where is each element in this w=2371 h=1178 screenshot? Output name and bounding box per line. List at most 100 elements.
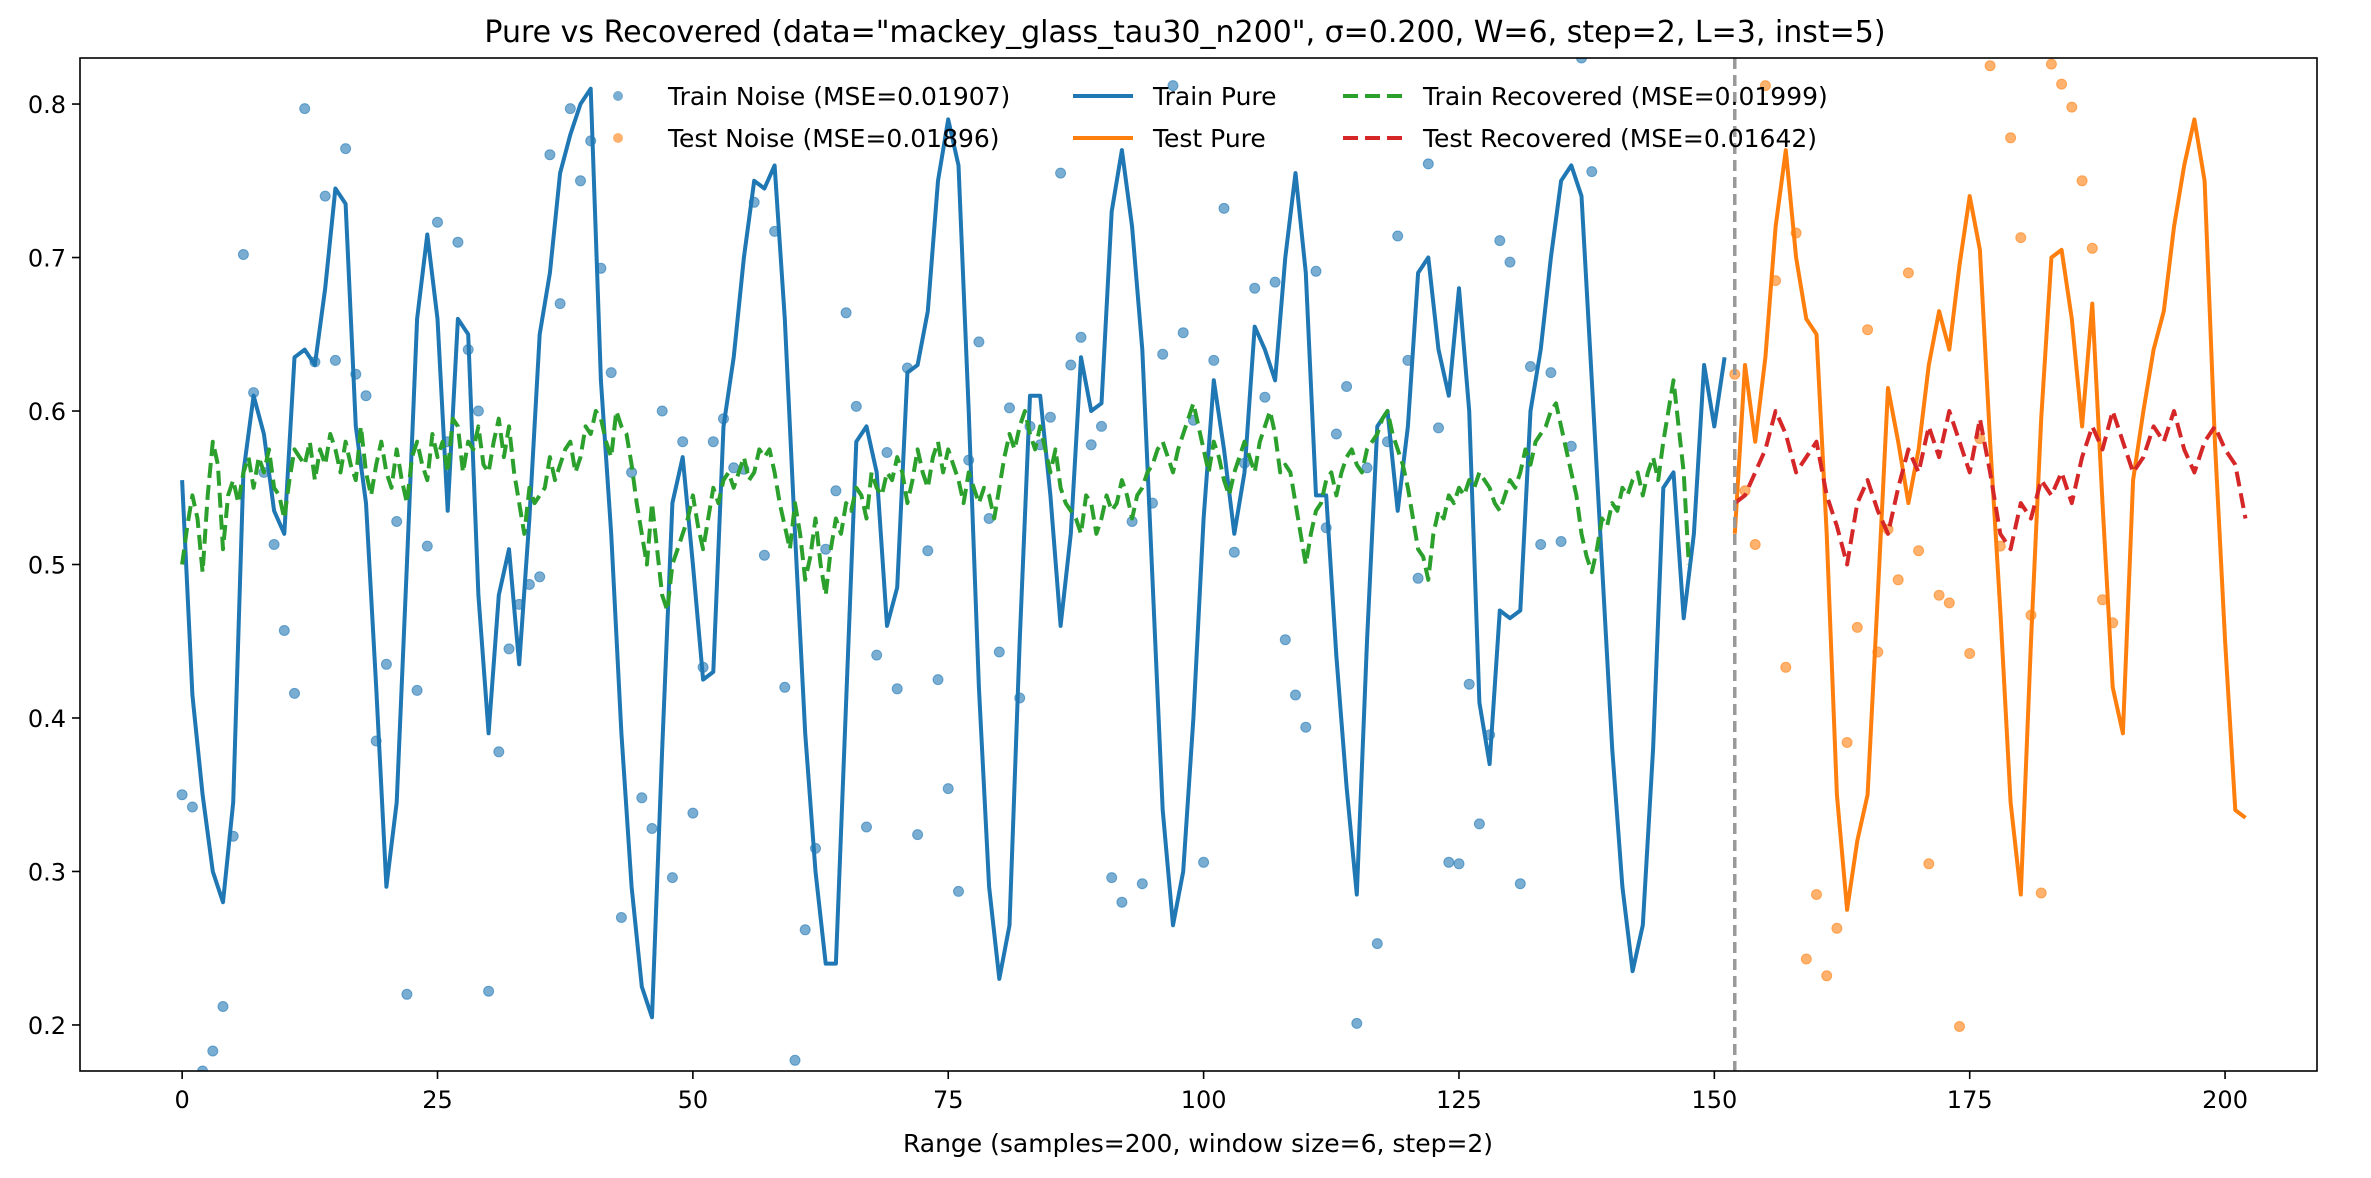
x-tick-label: 125 (1436, 1086, 1482, 1114)
train-noise-point-14 (319, 190, 331, 202)
x-tick-label: 75 (933, 1086, 964, 1114)
legend-marker-train-noise (613, 91, 623, 101)
train-noise-point-57 (758, 549, 770, 561)
test-noise-point-20 (1933, 589, 1945, 601)
train-noise-point-125 (1453, 858, 1465, 870)
train-noise-point-87 (1065, 359, 1077, 371)
train-noise-point-78 (973, 336, 985, 348)
train-noise-point-45 (636, 792, 648, 804)
test-noise-point-11 (1841, 737, 1853, 748)
train-noise-point-81 (1004, 402, 1015, 414)
train-noise-point-30 (483, 985, 495, 997)
y-tick-label: 0.6 (28, 398, 66, 426)
test-noise-point-9 (1821, 970, 1833, 982)
train-noise-point-2 (197, 1065, 209, 1071)
test-noise-point-19 (1923, 858, 1935, 870)
test-noise-point-33 (2066, 101, 2078, 113)
train-noise-point-68 (871, 649, 883, 661)
train-noise-point-135 (1555, 536, 1567, 547)
train-noise-point-6 (237, 249, 249, 260)
train-noise-point-10 (278, 625, 290, 636)
train-noise-point-94 (1136, 878, 1148, 890)
train-noise-point-127 (1473, 818, 1485, 830)
train-noise-point-18 (360, 390, 372, 402)
legend-label-train-recovered: Train Recovered (MSE=0.01999) (1422, 82, 1828, 111)
train-noise-point-107 (1269, 276, 1281, 288)
test-noise-point-17 (1902, 267, 1914, 279)
chart-title: Pure vs Recovered (data="mackey_glass_ta… (484, 15, 1885, 50)
train-noise-point-130 (1504, 256, 1516, 268)
train-noise-point-3 (207, 1045, 219, 1057)
test-noise-point-35 (2086, 242, 2098, 254)
plot-area (176, 58, 2248, 1071)
train-noise-point-25 (432, 216, 443, 228)
train-noise-point-97 (1167, 80, 1179, 92)
y-tick-label: 0.3 (28, 858, 66, 886)
y-tick-label: 0.5 (28, 552, 66, 580)
train-noise-point-89 (1085, 439, 1097, 451)
train-noise-point-124 (1443, 856, 1455, 868)
test-recovered-line (1733, 409, 2248, 567)
test-noise-point-12 (1851, 621, 1863, 633)
train-noise-point-22 (401, 988, 413, 1000)
train-noise-point-46 (646, 823, 658, 834)
test-pure-line (1732, 117, 2247, 912)
train-noise-point-115 (1351, 1017, 1363, 1029)
y-tick-label: 0.8 (28, 91, 66, 119)
train-noise-point-72 (912, 829, 924, 841)
test-noise-point-21 (1943, 597, 1955, 609)
x-tick-label: 175 (1947, 1086, 1993, 1114)
train-noise-point-65 (840, 307, 852, 319)
train-noise-point-0 (176, 789, 188, 801)
train-noise-point-73 (922, 545, 934, 557)
train-noise-point-90 (1096, 420, 1107, 432)
train-recovered-line (180, 378, 1691, 613)
train-noise-point-110 (1300, 721, 1312, 733)
test-noise-point-30 (2035, 887, 2047, 899)
train-noise-point-123 (1433, 422, 1444, 434)
train-noise-point-74 (932, 674, 944, 686)
test-noise-point-25 (1984, 60, 1996, 72)
train-noise-point-80 (993, 646, 1005, 658)
train-noise-point-76 (953, 885, 964, 897)
train-noise-point-50 (687, 807, 699, 819)
x-tick-label: 150 (1691, 1086, 1737, 1114)
train-noise-point-103 (1228, 546, 1240, 558)
train-noise-point-111 (1310, 265, 1322, 277)
train-noise-point-134 (1545, 367, 1557, 379)
test-noise-point-8 (1811, 889, 1822, 900)
train-noise-point-9 (268, 539, 280, 550)
train-noise-point-70 (891, 683, 903, 695)
train-noise-point-21 (391, 516, 403, 527)
train-noise-point-133 (1535, 539, 1547, 550)
train-noise-point-38 (564, 103, 576, 115)
train-noise-point-11 (289, 687, 300, 699)
train-noise-point-132 (1525, 361, 1536, 372)
train-noise-point-85 (1044, 411, 1056, 423)
train-noise-point-31 (493, 746, 505, 758)
train-noise-point-49 (677, 436, 689, 448)
test-noise-point-31 (2045, 58, 2057, 70)
train-noise-point-92 (1116, 896, 1128, 908)
train-noise-point-15 (329, 354, 341, 366)
legend-label-train-noise: Train Noise (MSE=0.01907) (667, 82, 1010, 111)
train-noise-point-122 (1422, 158, 1434, 170)
train-pure-line (180, 86, 1727, 1020)
train-noise-point-64 (830, 485, 842, 497)
x-tick-label: 100 (1181, 1086, 1227, 1114)
train-noise-point-1 (186, 801, 198, 813)
train-noise-point-69 (881, 447, 893, 458)
train-noise-point-67 (861, 821, 872, 833)
train-noise-point-129 (1494, 235, 1506, 247)
train-noise-point-59 (779, 681, 791, 693)
test-noise-point-22 (1954, 1021, 1965, 1032)
train-noise-point-108 (1279, 634, 1291, 646)
train-noise-point-138 (1586, 166, 1598, 178)
train-noise-point-137 (1576, 58, 1587, 64)
train-noise-point-47 (656, 405, 668, 417)
train-noise-point-43 (615, 912, 627, 923)
legend-label-test-pure: Test Pure (1152, 124, 1266, 153)
test-noise-point-23 (1964, 648, 1976, 659)
test-noise-point-27 (2005, 132, 2017, 144)
